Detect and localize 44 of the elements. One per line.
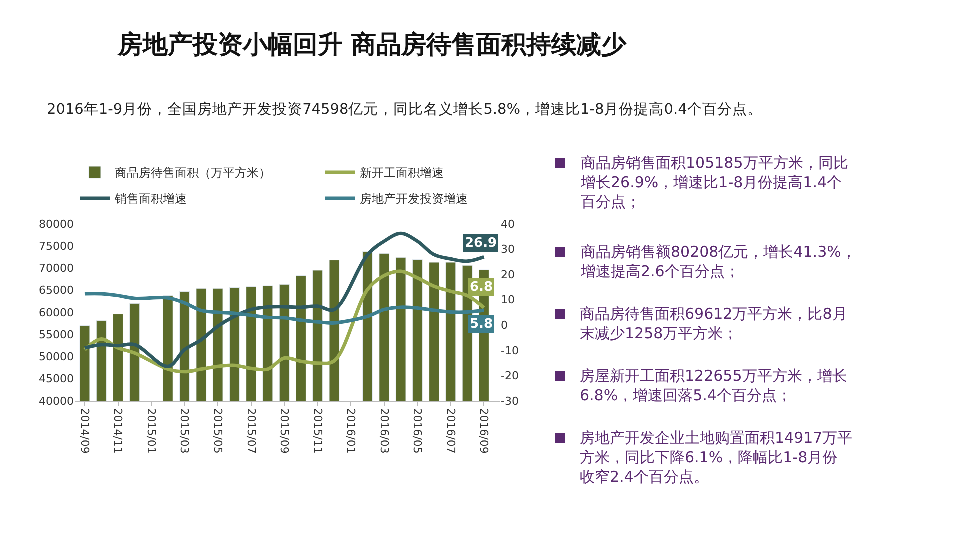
text: 商品房待售面积69612万平方米，比8月末减少1258万平方米； [580,305,848,342]
y2-tick-label: 40 [501,218,515,231]
x-tick-label: 2016/07 [444,408,458,454]
y2-tick-label: 0 [501,318,508,332]
x-tick-label: 2015/01 [144,408,158,454]
x-tick-label: 2015/03 [178,408,192,454]
y2-tick-label: 30 [501,243,515,256]
x-tick-label: 2016/01 [344,408,358,454]
data-label: 5.8 [470,317,494,332]
x-tick-label: 2014/11 [112,408,125,454]
x-tick-label: 2016/03 [378,408,391,454]
y-tick-label: 75000 [39,240,74,253]
x-tick-label: 2015/07 [244,408,258,454]
x-tick-label: 2016/05 [411,408,424,454]
text: 房屋新开工面积122655万平方米，增长6.8%，增速回落5.4个百分点； [580,367,848,404]
y-tick-label: 60000 [39,306,74,320]
y2-tick-label: 10 [501,294,515,307]
legend-label: 房地产开发投资增速 [360,192,468,206]
y-tick-label: 80000 [39,218,74,231]
legend-label: 销售面积增速 [114,192,187,206]
text: 商品房销售额80208亿元，增长41.3%，增速提高2.6个百分点； [580,243,856,280]
data-label: 26.9 [465,236,498,251]
chart-subtitle: 2016年1-9月份，全国房地产开发投资74598亿元，同比名义增长5.8%，增速比1-8月份提高0.4个百分点。 [47,101,762,118]
y-tick-label: 65000 [39,284,74,298]
chart-title: 房地产投资小幅回升 商品房待售面积持续减少 [117,30,628,59]
x-tick-label: 2015/05 [211,408,224,454]
x-tick-label: 2016/09 [478,408,491,454]
text: 房地产开发企业土地购置面积14917万平方米，同比下降6.1%，降幅比1-8月份收窄2.4个百分点。 [580,429,853,486]
y-tick-label: 50000 [39,350,74,364]
y2-tick-label: -10 [501,344,519,358]
y-tick-label: 55000 [39,328,74,342]
y-tick-label: 45000 [39,372,74,386]
y2-tick-label: 20 [501,268,515,282]
x-tick-label: 2015/09 [278,408,292,454]
legend-label: 商品房待售面积（万平方米） [115,166,271,180]
text: 商品房销售面积105185万平方米，同比增长26.9%，增速比1-8月份提高1.4个百分点； [580,154,848,211]
y2-tick-label: -20 [501,370,519,383]
legend-label: 新开工面积增速 [360,166,444,180]
x-tick-label: 2014/09 [78,408,92,454]
y-tick-label: 70000 [39,262,74,276]
x-tick-label: 2015/11 [311,408,324,454]
y2-tick-label: -30 [501,394,519,408]
data-label: 6.8 [470,280,494,295]
y-tick-label: 40000 [39,394,74,408]
